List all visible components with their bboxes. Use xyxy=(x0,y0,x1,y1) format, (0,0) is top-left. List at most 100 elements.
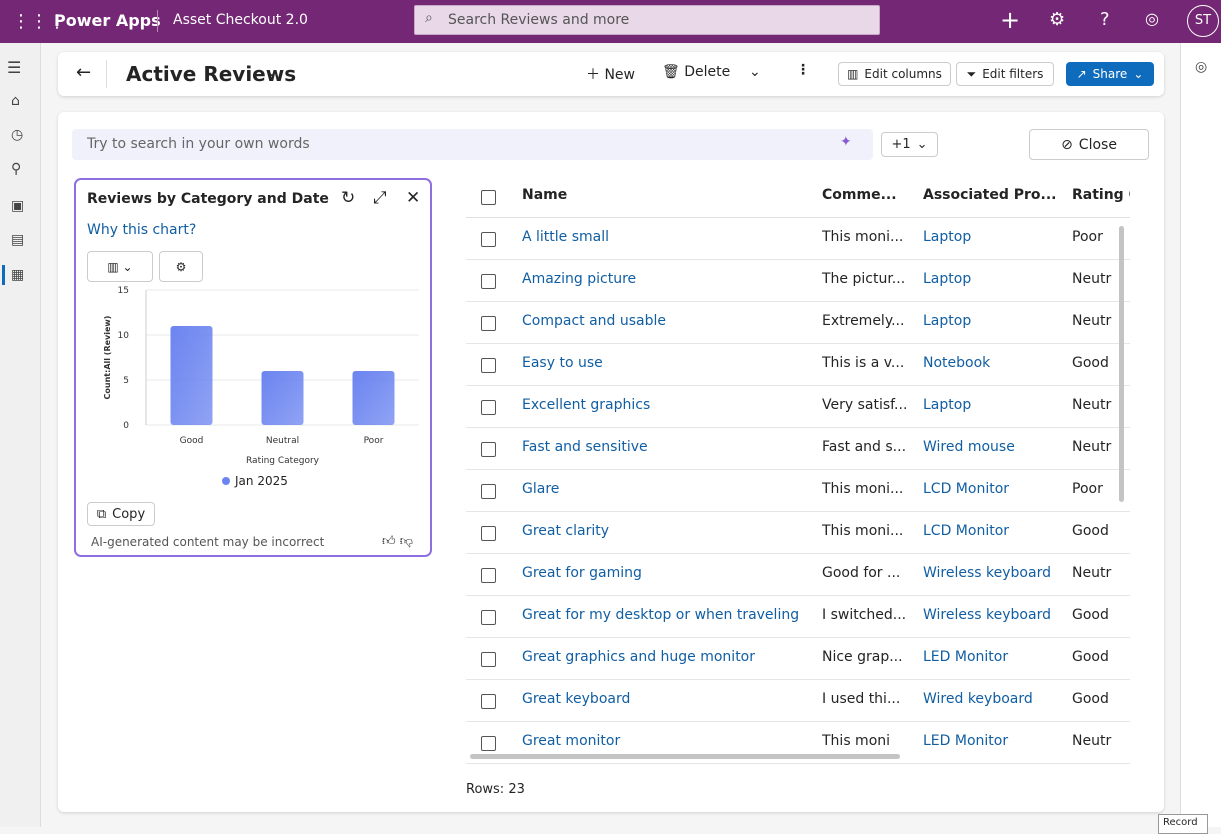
product-cell[interactable]: Wired mouse xyxy=(923,439,1063,455)
product-cell[interactable]: LED Monitor xyxy=(923,733,1063,749)
row-checkbox[interactable] xyxy=(481,652,496,667)
name-cell[interactable]: Excellent graphics xyxy=(522,397,812,413)
name-cell[interactable]: Glare xyxy=(522,481,812,497)
row-checkbox[interactable] xyxy=(481,400,496,415)
record-tab[interactable]: Record xyxy=(1158,814,1208,834)
edit-filters-button[interactable]: ⏷ Edit filters xyxy=(956,62,1054,86)
row-checkbox[interactable] xyxy=(481,484,496,499)
grid-row: Great keyboard I used thi... Wired keyboar… xyxy=(466,680,1130,722)
close-label: Close xyxy=(1079,137,1117,153)
product-cell[interactable]: Laptop xyxy=(923,313,1063,329)
name-cell[interactable]: Great clarity xyxy=(522,523,812,539)
why-chart-link[interactable]: Why this chart? xyxy=(87,222,196,238)
product-cell[interactable]: Laptop xyxy=(923,397,1063,413)
y-tick-label: 10 xyxy=(118,331,130,341)
column-header[interactable]: Associated Pro... xyxy=(923,187,1063,203)
name-cell[interactable]: Easy to use xyxy=(522,355,812,371)
column-header[interactable]: Name xyxy=(522,187,812,203)
name-cell[interactable]: Great for my desktop or when traveling xyxy=(522,607,812,623)
grid-row: Great for gamingGood for ...Wireless key… xyxy=(466,554,1130,596)
copy-button[interactable]: ⧉ Copy xyxy=(87,502,155,526)
name-cell[interactable]: Fast and sensitive xyxy=(522,439,812,455)
back-button[interactable]: ← xyxy=(76,62,91,83)
name-cell[interactable]: Great graphics and huge monitor xyxy=(522,649,812,665)
settings-button[interactable]: ⚙ xyxy=(1049,9,1065,30)
avatar[interactable]: ST xyxy=(1187,5,1219,37)
product-cell[interactable]: LCD Monitor xyxy=(923,523,1063,539)
comment-cell: Very satisf... xyxy=(822,397,912,413)
row-checkbox[interactable] xyxy=(481,316,496,331)
product-cell[interactable]: Wireless keyboard xyxy=(923,565,1063,581)
comment-cell: This is a v... xyxy=(822,355,912,371)
row-count: Rows: 23 xyxy=(466,782,525,797)
column-header[interactable]: Comme... xyxy=(822,187,912,203)
rating-cell: Neutr xyxy=(1072,733,1130,749)
grid-row: Great for my desktop or when traveling I … xyxy=(466,596,1130,638)
row-checkbox[interactable] xyxy=(481,358,496,373)
copy-label: Copy xyxy=(112,507,145,522)
grid-row: Great clarityThis moni...LCD MonitorGood xyxy=(466,512,1130,554)
name-cell[interactable]: A little small xyxy=(522,229,812,245)
data-grid: Name Comme... Associated Pro... Rating Ca A… xyxy=(466,176,1130,764)
comment-cell: Extremely... xyxy=(822,313,912,329)
comment-cell: I used thi... xyxy=(822,691,912,707)
select-all[interactable] xyxy=(481,190,496,205)
row-checkbox[interactable] xyxy=(481,568,496,583)
grid-row: Amazing pictureThe pictur...LaptopNeutr xyxy=(466,260,1130,302)
global-search[interactable]: ⌕ Search Reviews and more xyxy=(414,5,880,35)
product-cell[interactable]: LCD Monitor xyxy=(923,481,1063,497)
product-cell[interactable]: Notebook xyxy=(923,355,1063,371)
ai-search-placeholder: Try to search in your own words xyxy=(87,136,310,152)
row-checkbox[interactable] xyxy=(481,610,496,625)
rating-cell: Neutr xyxy=(1072,565,1130,581)
x-axis-label: Rating Category xyxy=(246,456,320,466)
product-cell[interactable]: LED Monitor xyxy=(923,649,1063,665)
product-cell[interactable]: Laptop xyxy=(923,271,1063,287)
add-button[interactable]: + xyxy=(1000,6,1020,34)
y-axis-label: Count:All (Review) xyxy=(103,316,112,400)
new-button[interactable]: ＋ New xyxy=(586,64,635,84)
name-cell[interactable]: Amazing picture xyxy=(522,271,812,287)
comment-cell: I switched... xyxy=(822,607,912,623)
column-header[interactable]: Rating Ca xyxy=(1072,187,1130,203)
top-bar: ⋮⋮⋮ Power Apps Asset Checkout 2.0 ⌕ Sear… xyxy=(0,0,1221,43)
left-nav: ☰ ⌂ ◷ ⚲ ▣ ▤ ▦ xyxy=(0,43,41,827)
ai-search[interactable]: Try to search in your own words ✦ xyxy=(72,129,873,160)
product-cell[interactable]: Laptop xyxy=(923,229,1063,245)
row-checkbox[interactable] xyxy=(481,274,496,289)
product-cell[interactable]: Wireless keyboard xyxy=(923,607,1063,623)
name-cell[interactable]: Great keyboard xyxy=(522,691,812,707)
name-cell[interactable]: Great for gaming xyxy=(522,565,812,581)
x-tick-label: Poor xyxy=(364,436,384,446)
rating-cell: Good xyxy=(1072,523,1130,539)
name-cell[interactable]: Compact and usable xyxy=(522,313,812,329)
rating-cell: Good xyxy=(1072,691,1130,707)
app-name[interactable]: Power Apps xyxy=(54,11,161,30)
y-tick-label: 15 xyxy=(118,286,129,296)
share-label: Share xyxy=(1093,67,1128,81)
chart-settings-button[interactable]: ⚙ xyxy=(159,251,203,282)
bar xyxy=(353,371,395,425)
copilot-button[interactable]: ◎ xyxy=(1145,9,1159,28)
share-button[interactable]: ↗ Share ⌄ xyxy=(1066,62,1154,86)
comment-cell: The pictur... xyxy=(822,271,912,287)
y-tick-label: 5 xyxy=(123,376,129,386)
delete-button[interactable]: 🗑 Delete xyxy=(662,64,730,80)
row-checkbox[interactable] xyxy=(481,694,496,709)
product-cell[interactable]: Wired keyboard xyxy=(923,691,1063,707)
chart-type-button[interactable]: ▥ ⌄ xyxy=(87,251,153,282)
name-cell[interactable]: Great monitor xyxy=(522,733,812,749)
close-button[interactable]: ⊘ Close xyxy=(1029,129,1149,160)
row-checkbox[interactable] xyxy=(481,442,496,457)
edit-filters-label: Edit filters xyxy=(982,67,1043,81)
environment-name[interactable]: Asset Checkout 2.0 xyxy=(173,12,308,28)
right-rail: ◎ xyxy=(1180,43,1221,827)
row-checkbox[interactable] xyxy=(481,736,496,751)
rating-cell: Good xyxy=(1072,607,1130,623)
row-checkbox[interactable] xyxy=(481,526,496,541)
help-button[interactable]: ? xyxy=(1100,9,1110,30)
filter-chip[interactable]: +1 ⌄ xyxy=(881,132,938,157)
edit-columns-button[interactable]: ▥ Edit columns xyxy=(838,62,951,86)
row-checkbox[interactable] xyxy=(481,232,496,247)
